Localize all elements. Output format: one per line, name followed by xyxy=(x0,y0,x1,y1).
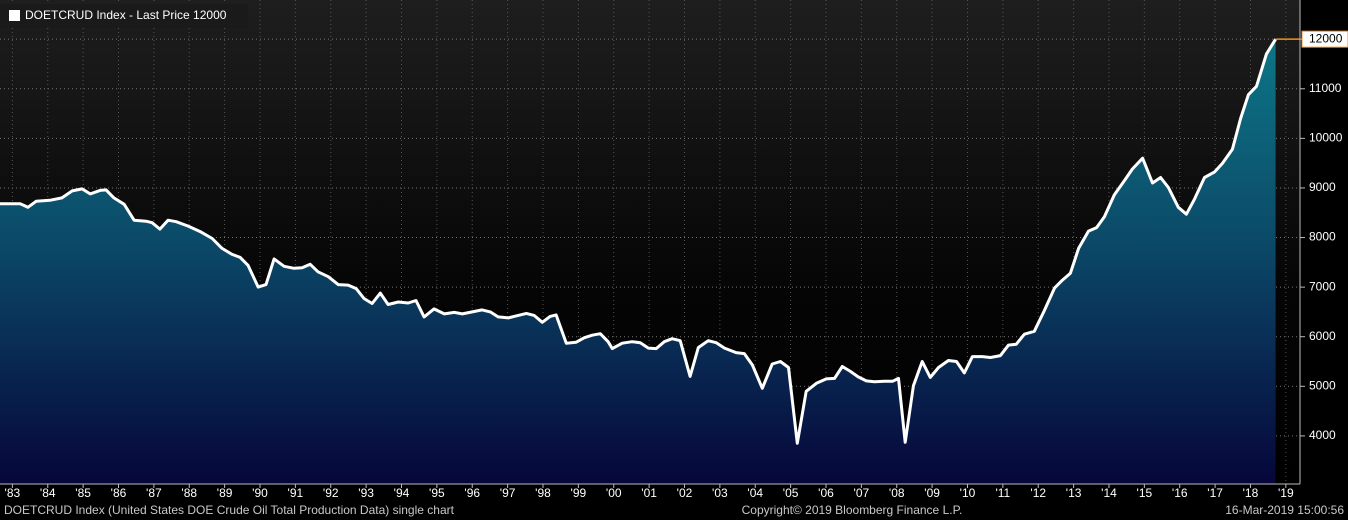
x-tick-label: '03 xyxy=(712,486,728,500)
y-tick-label: 12000 xyxy=(1309,31,1343,45)
x-tick-label: '09 xyxy=(924,486,940,500)
x-tick-label: '02 xyxy=(677,486,693,500)
y-tick-label: 9000 xyxy=(1309,180,1336,194)
x-tick-label: '86 xyxy=(111,486,127,500)
x-tick-label: '83 xyxy=(5,486,21,500)
y-tick-label: 4000 xyxy=(1309,428,1336,442)
y-tick-label: 10000 xyxy=(1309,131,1343,145)
legend-box xyxy=(0,4,248,28)
x-tick-label: '87 xyxy=(146,486,162,500)
y-tick-label: 6000 xyxy=(1309,329,1336,343)
x-tick-label: '10 xyxy=(960,486,976,500)
line xyxy=(0,38,1277,445)
x-tick-label: '17 xyxy=(1207,486,1223,500)
x-tick-label: '93 xyxy=(358,486,374,500)
x-tick-label: '04 xyxy=(747,486,763,500)
x-tick-label: '12 xyxy=(1030,486,1046,500)
y-tick-label: 11000 xyxy=(1309,81,1342,95)
x-tick-label: '14 xyxy=(1101,486,1117,500)
x-tick-label: '15 xyxy=(1137,486,1153,500)
x-tick-label: '85 xyxy=(75,486,91,500)
x-tick-label: '11 xyxy=(995,486,1010,500)
x-tick-label: '97 xyxy=(500,486,516,500)
area xyxy=(0,39,1276,484)
x-tick-label: '00 xyxy=(606,486,622,500)
x-tick-label: '19 xyxy=(1278,486,1294,500)
x-tick-label: '88 xyxy=(181,486,197,500)
x-tick-label: '95 xyxy=(429,486,445,500)
x-tick-label: '96 xyxy=(464,486,480,500)
legend-swatch xyxy=(9,10,20,21)
y-tick-label: 5000 xyxy=(1309,378,1336,392)
x-tick-label: '99 xyxy=(571,486,587,500)
footer-center: Copyright© 2019 Bloomberg Finance L.P. xyxy=(742,503,963,517)
x-tick-label: '18 xyxy=(1243,486,1259,500)
legend: DOETCRUD Index - Last Price 12000 xyxy=(0,4,248,28)
x-tick-label: '90 xyxy=(252,486,268,500)
x-tick-label: '08 xyxy=(889,486,905,500)
y-tick-label: 7000 xyxy=(1309,279,1336,293)
x-tick-label: '91 xyxy=(288,486,304,500)
legend-label: DOETCRUD Index - Last Price 12000 xyxy=(25,8,227,22)
x-tick-label: '89 xyxy=(217,486,233,500)
x-tick-label: '13 xyxy=(1066,486,1082,500)
y-tick-label: 8000 xyxy=(1309,230,1336,244)
x-tick-label: '98 xyxy=(535,486,551,500)
x-tick-label: '07 xyxy=(854,486,870,500)
x-tick-label: '05 xyxy=(783,486,799,500)
x-tick-label: '01 xyxy=(641,486,657,500)
last-price-box xyxy=(1301,30,1348,48)
x-tick-label: '16 xyxy=(1172,486,1188,500)
footer-left: DOETCRUD Index (United States DOE Crude … xyxy=(4,503,455,517)
x-tick-label: '94 xyxy=(394,486,410,500)
footer-right: 16-Mar-2019 15:00:56 xyxy=(1225,503,1344,517)
x-tick-label: '84 xyxy=(40,486,56,500)
x-tick-label: '92 xyxy=(323,486,339,500)
x-tick-label: '06 xyxy=(818,486,834,500)
